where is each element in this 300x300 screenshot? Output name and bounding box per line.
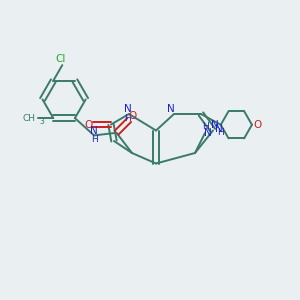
Text: H: H — [202, 122, 208, 131]
Text: N: N — [90, 126, 98, 136]
Text: H: H — [91, 135, 98, 144]
Text: O: O — [254, 120, 262, 130]
Text: H: H — [217, 128, 224, 137]
Text: N: N — [214, 124, 222, 134]
Text: N: N — [167, 104, 174, 115]
Text: O: O — [84, 119, 92, 130]
Text: Cl: Cl — [56, 54, 66, 64]
Text: 3: 3 — [40, 117, 44, 126]
Text: CH: CH — [22, 114, 35, 123]
Text: N: N — [124, 104, 131, 115]
Text: H: H — [124, 114, 131, 123]
Text: N: N — [204, 128, 211, 138]
Text: N: N — [212, 120, 219, 130]
Text: O: O — [128, 111, 136, 121]
